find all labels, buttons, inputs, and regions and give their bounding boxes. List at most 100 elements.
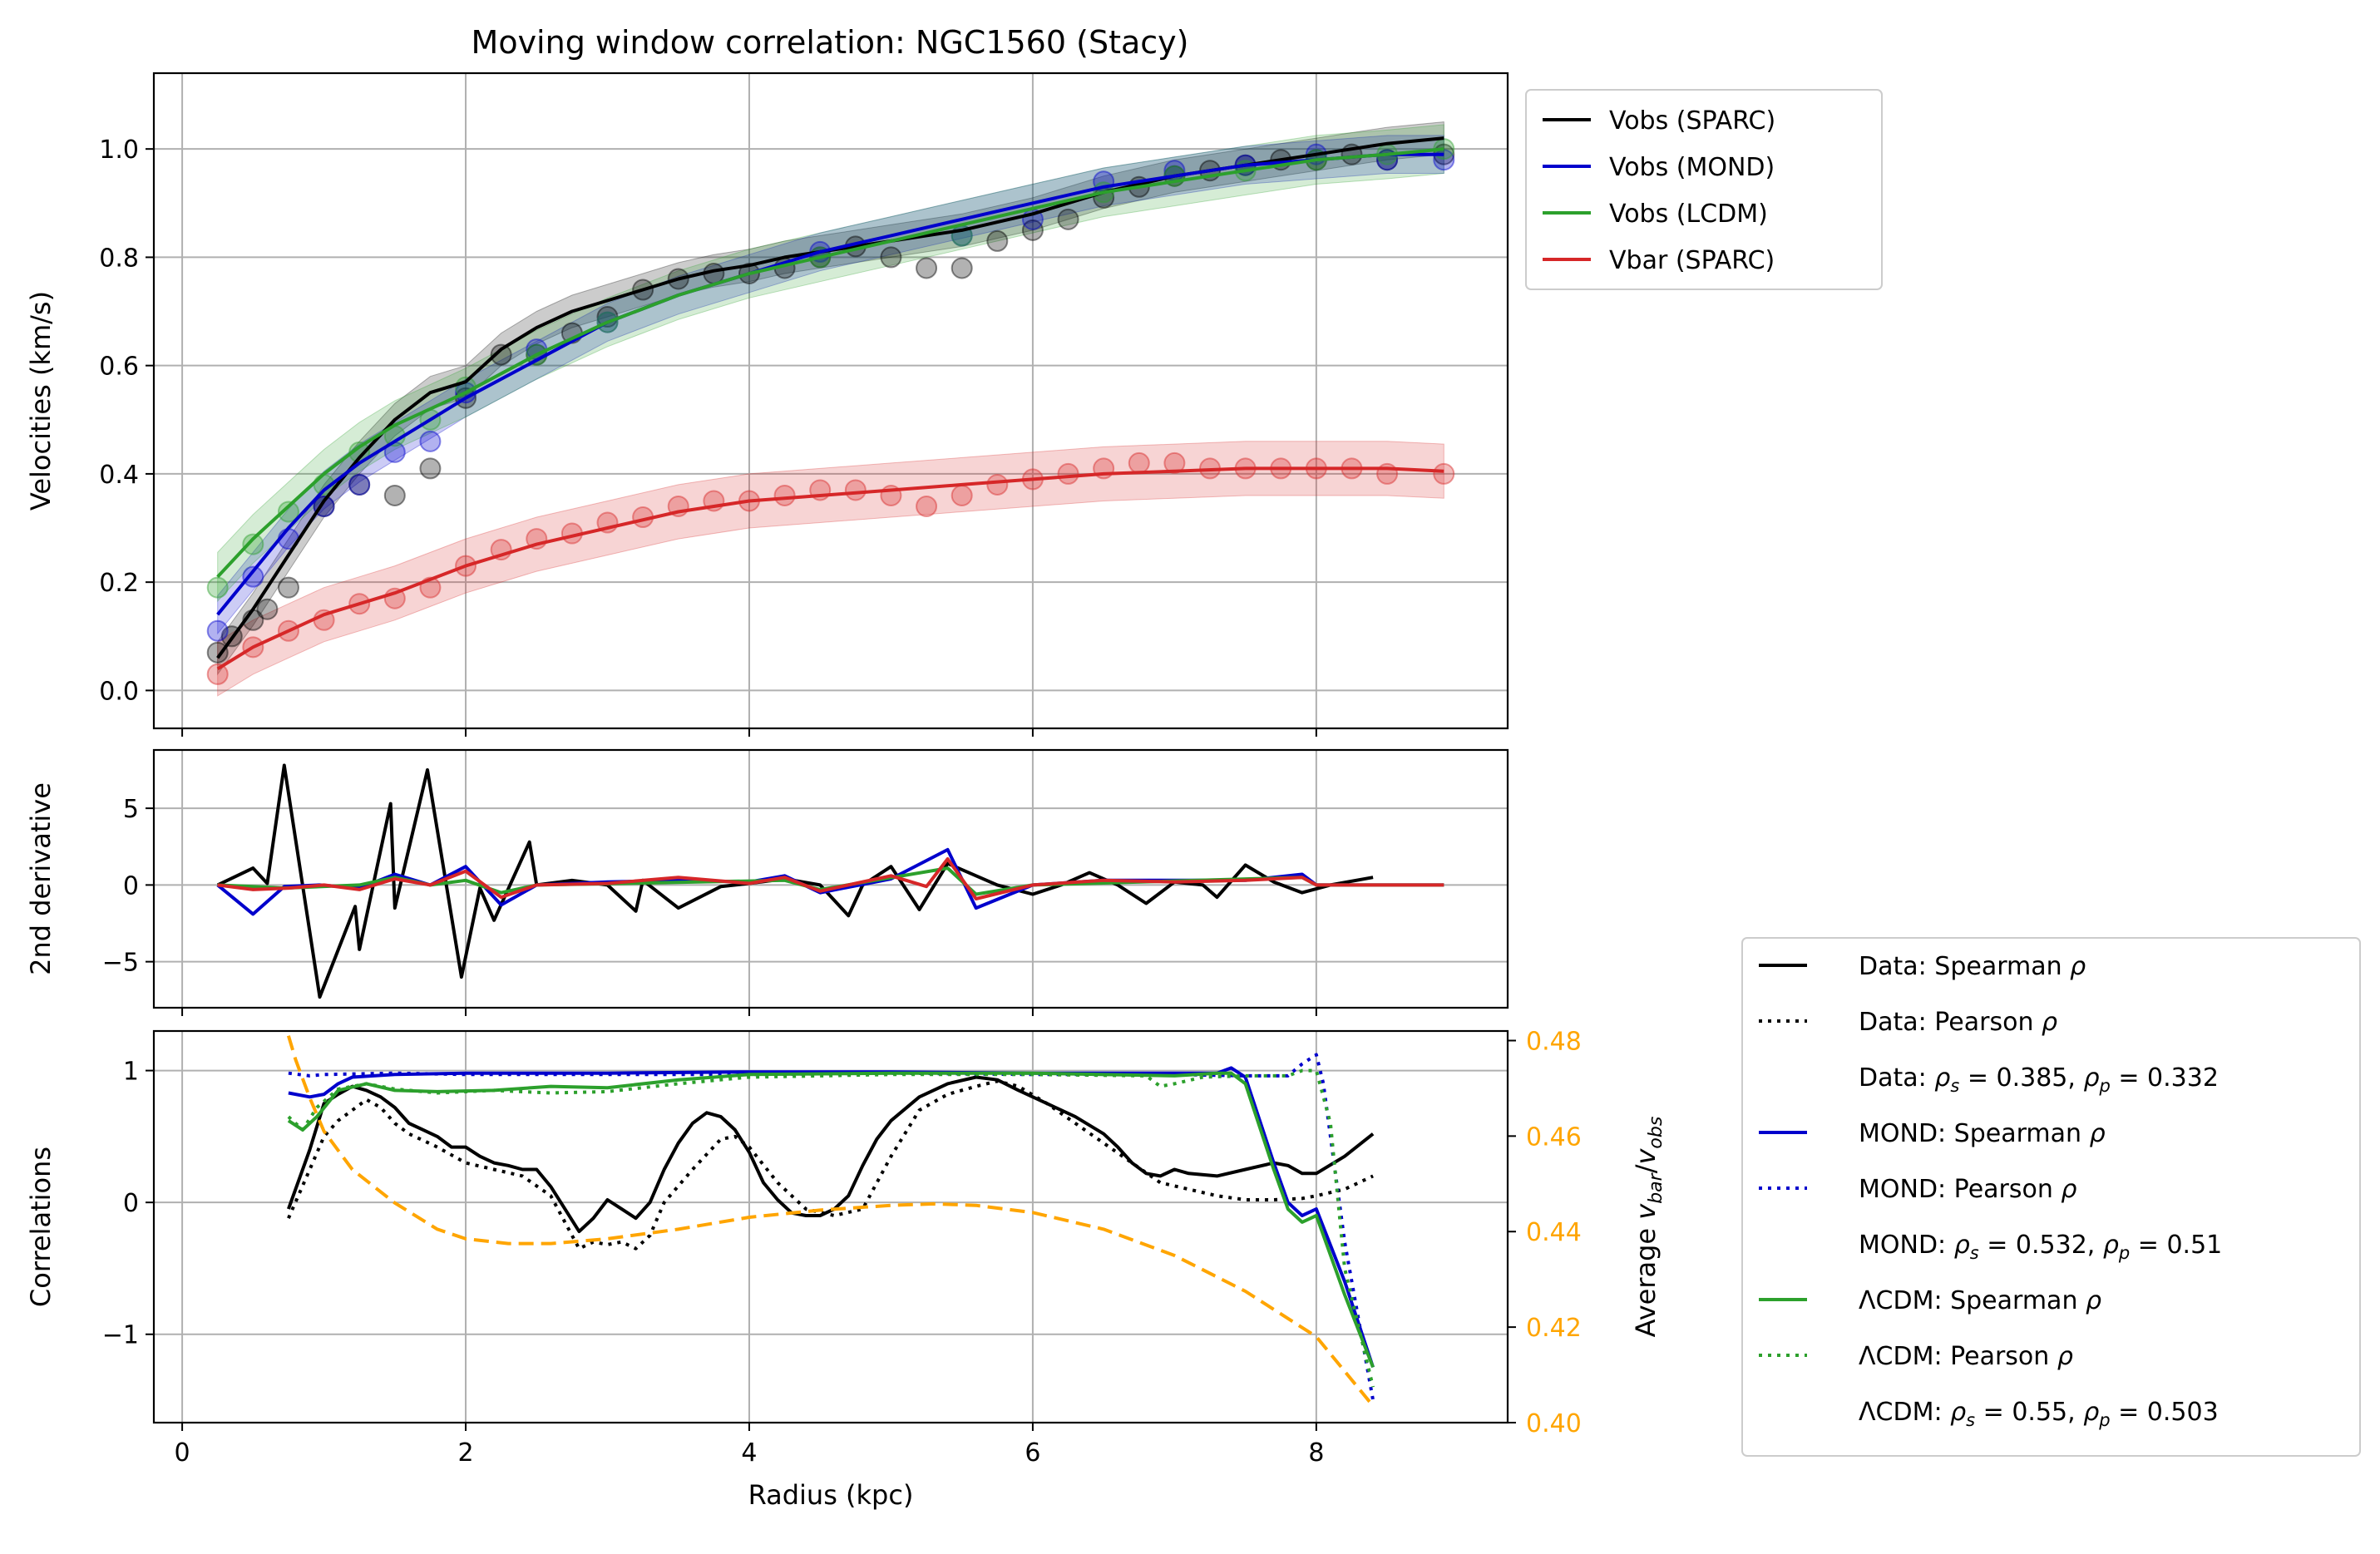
- legend-greek: ρ: [2042, 1008, 2057, 1037]
- legend-greek: ρ: [2083, 1063, 2099, 1093]
- y2-axis-label: Average vbar/vobs: [1630, 1117, 1666, 1338]
- legend-greek: ρ: [2061, 1175, 2076, 1204]
- band-vobs-mond-: [217, 135, 1444, 635]
- legend-item: MOND: Spearman ρ: [1859, 1119, 2106, 1148]
- x-tick-label: 2: [457, 1438, 473, 1468]
- data-point: [348, 473, 371, 496]
- legend-greek: ρ: [1954, 1231, 1970, 1260]
- data-point: [1163, 451, 1186, 474]
- legend-text: = 0.55,: [1975, 1398, 2083, 1427]
- x-tick-label: 4: [741, 1438, 757, 1468]
- axes-frame: [152, 72, 1509, 730]
- data-point: [206, 641, 229, 664]
- data-point: [1021, 219, 1044, 241]
- grid: [154, 73, 1508, 728]
- legend-item: Vobs (SPARC): [1609, 106, 1775, 136]
- axes-frame: [152, 748, 1509, 1009]
- label-part: v: [1630, 1203, 1662, 1220]
- y-tick-label: 0.4: [99, 461, 139, 490]
- legend-item: Vobs (LCDM): [1609, 200, 1768, 229]
- legend-item: Vobs (MOND): [1609, 153, 1775, 182]
- legend-text: Data: Pearson: [1859, 1008, 2042, 1037]
- legend-greek: ρ: [1934, 1063, 1950, 1093]
- legend-text: = 0.385,: [1959, 1063, 2083, 1093]
- data-point: [951, 484, 973, 506]
- legend-text: = 0.332: [2111, 1063, 2219, 1093]
- data-point: [206, 576, 229, 599]
- legend-greek: ρ: [2090, 1119, 2106, 1148]
- data-point: [419, 430, 442, 452]
- band-vobs-lcdm-: [217, 124, 1444, 603]
- legend-item: Data: Spearman ρ: [1859, 952, 2086, 981]
- y-tick-label: −1: [102, 1321, 139, 1350]
- label-sub: obs: [1646, 1117, 1666, 1149]
- chart-title: Moving window correlation: NGC1560 (Stac…: [472, 24, 1189, 61]
- legend-item: ΛCDM: Spearman ρ: [1859, 1286, 2101, 1315]
- legend-item: MOND: ρs = 0.532, ρp = 0.51: [1859, 1231, 2222, 1263]
- legend-text: ΛCDM:: [1859, 1398, 1950, 1427]
- data-point: [277, 576, 299, 599]
- legend-greek: ρ: [2103, 1231, 2119, 1260]
- data-point: [242, 533, 264, 555]
- data-point: [490, 343, 512, 366]
- data-point: [916, 495, 938, 517]
- data-point: [773, 484, 796, 506]
- series-line-cdm-pearson: [287, 1068, 1375, 1388]
- legend-text: ΛCDM: Spearman: [1859, 1286, 2086, 1315]
- data-point: [1433, 462, 1455, 485]
- legend-sub: s: [1970, 1243, 1979, 1263]
- y2-tick-label: 0.42: [1526, 1314, 1582, 1343]
- legend-item: Vbar (SPARC): [1609, 246, 1775, 275]
- legends: Vobs (SPARC) Vobs (MOND) Vobs (LCDM) Vbar (…: [1525, 89, 2361, 1457]
- plot-area: [216, 763, 1444, 999]
- panel-correlations: 0 2 4 6 8 −1 0 1 Correlations Radius (kpc) 0.40 0.4…: [25, 1027, 1666, 1511]
- legend-sub: s: [1966, 1410, 1975, 1430]
- legend-text: = 0.532,: [1979, 1231, 2103, 1260]
- legend-sub: p: [2099, 1076, 2111, 1096]
- data-point: [951, 257, 973, 279]
- x-tick-label: 8: [1308, 1438, 1324, 1468]
- legend-text: = 0.51: [2130, 1231, 2222, 1260]
- y-tick-label: 1.0: [99, 136, 139, 165]
- label-part: v: [1630, 1148, 1662, 1165]
- legend-greek: ρ: [2083, 1398, 2099, 1427]
- y-axis-label: Correlations: [25, 1147, 57, 1307]
- data-point: [256, 598, 279, 620]
- legend-text: MOND: Spearman: [1859, 1119, 2090, 1148]
- legend-text: = 0.503: [2111, 1398, 2219, 1427]
- legend-greek: ρ: [2057, 1342, 2073, 1371]
- legend-box: [1525, 89, 1883, 290]
- data-point: [986, 473, 1009, 496]
- series-line-vbar: [217, 857, 1444, 900]
- panels: 0.0 0.2 0.4 0.6 0.8 1.0 Velocities (km/s) −5 0 5 2…: [25, 72, 1666, 1511]
- plot-area: [286, 1035, 1375, 1408]
- data-point: [206, 619, 229, 642]
- series-line-vbar-sparc: [216, 466, 1444, 671]
- legend-greek: ρ: [1950, 1398, 1966, 1427]
- y-tick-label: 0: [123, 871, 139, 900]
- data-point: [277, 501, 299, 523]
- y-tick-label: 1: [123, 1058, 139, 1087]
- legend-text: Data:: [1859, 1063, 1934, 1093]
- y2-tick-label: 0.46: [1526, 1122, 1582, 1152]
- data-point: [242, 565, 264, 588]
- legend-sub: p: [2098, 1410, 2110, 1430]
- data-point: [1128, 451, 1150, 474]
- legend-sub: p: [2118, 1243, 2130, 1263]
- legend-greek: ρ: [2070, 952, 2086, 981]
- y-axis-label: Velocities (km/s): [25, 291, 57, 511]
- y-axis-label: 2nd derivative: [25, 782, 57, 975]
- legend-velocities: Vobs (SPARC) Vobs (MOND) Vobs (LCDM) Vbar (…: [1525, 89, 1883, 290]
- y-tick-label: 0.2: [99, 569, 139, 598]
- series-line-cdm-spearman: [287, 1071, 1375, 1369]
- label-sub: bar: [1646, 1172, 1666, 1203]
- data-point: [1057, 208, 1079, 230]
- data-point: [348, 473, 371, 496]
- data-point: [1057, 462, 1079, 485]
- data-point: [916, 257, 938, 279]
- data-point: [986, 229, 1009, 252]
- x-axis-label: Radius (kpc): [748, 1479, 914, 1511]
- series-line-vobs-lcdm: [216, 147, 1444, 579]
- y2-tick-label: 0.40: [1526, 1409, 1582, 1438]
